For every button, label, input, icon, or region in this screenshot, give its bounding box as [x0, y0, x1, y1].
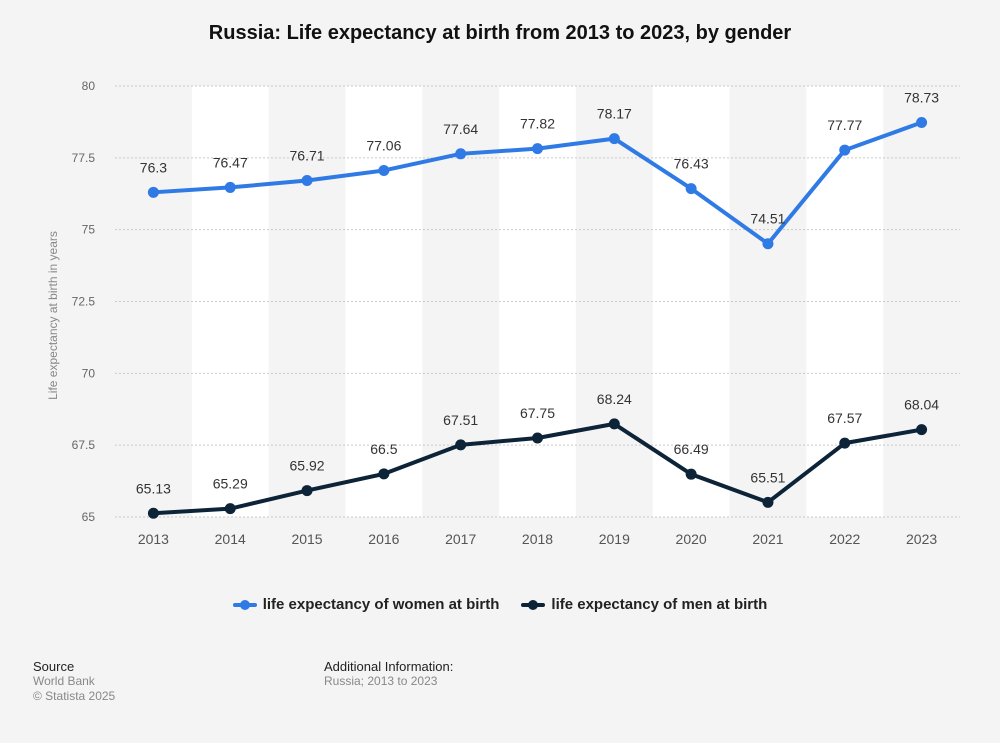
- data-label: 77.06: [366, 137, 401, 153]
- data-label: 67.51: [443, 412, 478, 428]
- data-point: [301, 175, 313, 187]
- legend-item-men[interactable]: life expectancy of men at birth: [521, 596, 767, 613]
- additional-info-heading[interactable]: Additional Information:: [324, 659, 454, 674]
- data-point: [839, 437, 851, 449]
- data-point: [147, 507, 159, 519]
- x-tick-label: 2021: [752, 531, 783, 547]
- chart-title: Russia: Life expectancy at birth from 20…: [208, 22, 792, 44]
- data-label: 65.29: [213, 476, 248, 492]
- data-point: [685, 183, 697, 195]
- x-tick-label: 2015: [291, 531, 322, 547]
- x-tick-label: 2013: [138, 531, 169, 547]
- data-label: 74.51: [750, 211, 785, 227]
- data-label: 76.71: [290, 148, 325, 164]
- data-point: [224, 503, 236, 515]
- source-heading: Source: [33, 659, 75, 674]
- data-label: 65.13: [136, 480, 171, 496]
- y-tick-label: 72.5: [72, 295, 96, 309]
- data-label: 66.5: [370, 441, 397, 457]
- data-point: [839, 144, 851, 156]
- legend-label-women: life expectancy of women at birth: [262, 596, 500, 613]
- data-point: [685, 468, 697, 480]
- y-tick-label: 75: [82, 223, 96, 237]
- data-point: [378, 164, 390, 176]
- data-label: 68.04: [904, 397, 939, 413]
- chart-legend: life expectancy of women at birth life e…: [0, 596, 1000, 613]
- legend-item-women[interactable]: life expectancy of women at birth: [232, 596, 500, 613]
- y-tick-label: 80: [82, 79, 96, 93]
- x-tick-label: 2023: [906, 531, 937, 547]
- y-tick-label: 67.5: [72, 438, 96, 452]
- data-point: [378, 468, 390, 480]
- source-block: Source World Bank © Statista 2025: [33, 659, 115, 704]
- line-chart: 65 67.5 70 72.5 75 77.5 80 2013 2014 2015 2016 2017…: [46, 79, 960, 547]
- data-label: 77.82: [520, 116, 555, 132]
- data-point: [916, 116, 928, 128]
- x-tick-label: 2020: [676, 531, 707, 547]
- x-tick-label: 2018: [522, 531, 553, 547]
- legend-marker-women: [232, 599, 257, 610]
- data-label: 78.73: [904, 89, 939, 105]
- x-tick-label: 2019: [599, 531, 630, 547]
- data-point: [762, 496, 774, 508]
- data-label: 76.3: [140, 159, 167, 175]
- additional-info-block: Additional Information: Russia; 2013 to …: [324, 659, 453, 689]
- x-tick-label: 2014: [215, 531, 246, 547]
- source-name[interactable]: World Bank: [33, 674, 95, 688]
- data-point: [301, 485, 313, 497]
- data-label: 77.77: [827, 117, 862, 133]
- y-tick-label: 77.5: [72, 151, 96, 165]
- data-point: [608, 418, 620, 430]
- y-axis-label: Life expectancy at birth in years: [46, 231, 60, 400]
- y-tick-label: 70: [82, 366, 96, 380]
- data-point: [455, 439, 467, 451]
- legend-marker-men: [521, 599, 546, 610]
- data-label: 67.57: [827, 410, 862, 426]
- data-label: 78.17: [597, 106, 632, 122]
- data-point: [455, 148, 467, 160]
- data-point: [608, 133, 620, 145]
- x-tick-label: 2022: [829, 531, 860, 547]
- x-tick-label: 2017: [445, 531, 476, 547]
- data-point: [224, 181, 236, 193]
- data-label: 65.51: [750, 469, 785, 485]
- additional-info-text: Russia; 2013 to 2023: [324, 674, 438, 688]
- data-point: [147, 186, 159, 198]
- data-label: 65.92: [290, 458, 325, 474]
- data-label: 67.75: [520, 405, 555, 421]
- data-label: 77.64: [443, 121, 478, 137]
- data-label: 76.47: [213, 154, 248, 170]
- data-label: 66.49: [674, 441, 709, 457]
- y-tick-label: 65: [82, 510, 96, 524]
- copyright-text[interactable]: © Statista 2025: [33, 689, 116, 703]
- data-point: [532, 432, 543, 444]
- legend-label-men: life expectancy of men at birth: [551, 596, 768, 613]
- data-label: 76.43: [674, 156, 709, 172]
- data-point: [916, 424, 928, 436]
- x-tick-label: 2016: [368, 531, 399, 547]
- data-point: [762, 238, 774, 250]
- data-label: 68.24: [597, 391, 632, 407]
- data-point: [532, 143, 543, 155]
